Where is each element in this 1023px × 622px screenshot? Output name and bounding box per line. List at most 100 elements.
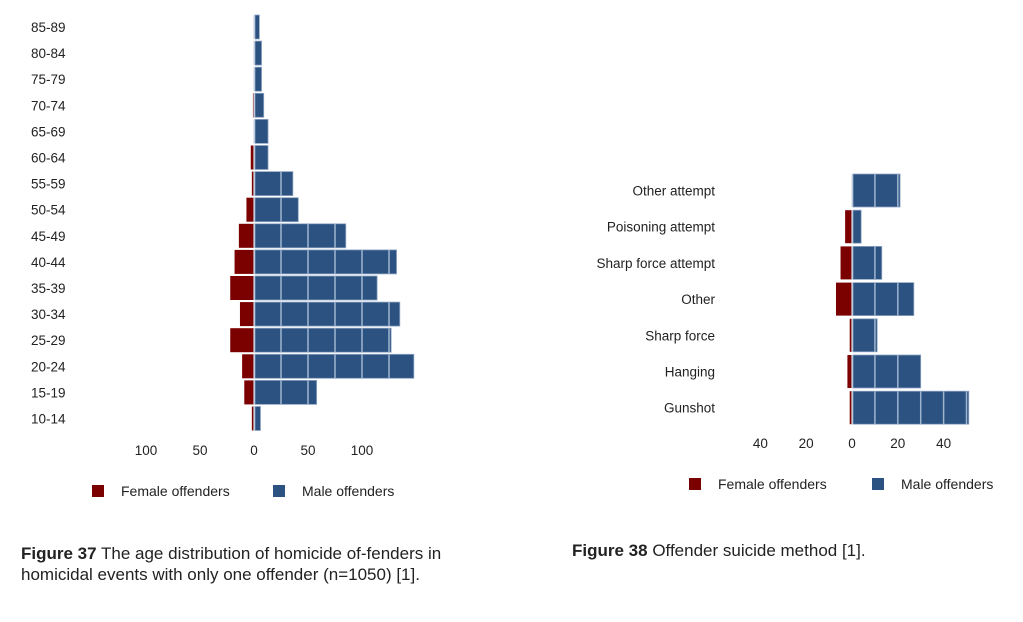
female-bar xyxy=(230,328,254,353)
x-tick-label: 0 xyxy=(848,436,856,451)
legend-female-swatch xyxy=(689,478,701,490)
category-label: 20-24 xyxy=(31,359,66,374)
category-label: Other xyxy=(681,292,715,307)
male-bar-outline xyxy=(852,354,922,389)
x-tick-label: 40 xyxy=(753,436,768,451)
male-bar xyxy=(255,249,397,274)
legend-male-swatch xyxy=(872,478,884,490)
legend-female-label: Female offenders xyxy=(121,483,230,499)
female-bar xyxy=(238,223,254,248)
figure-38-label: Figure 38 xyxy=(572,541,648,560)
category-label: 75-79 xyxy=(31,72,66,87)
male-bar xyxy=(255,406,261,431)
female-bar xyxy=(849,318,852,352)
category-label: 65-69 xyxy=(31,124,66,139)
category-label: Other attempt xyxy=(632,184,715,199)
male-bar-outline xyxy=(852,318,878,353)
fig37-chart: 85-89 80-84 75-79 70-74 65-69 60-64 55-59 50-54… xyxy=(31,14,415,499)
x-tick-label: 0 xyxy=(250,443,258,458)
category-label: 70-74 xyxy=(31,98,66,113)
female-bar xyxy=(250,145,254,170)
category-label: 25-29 xyxy=(31,333,66,348)
x-tick-label: 50 xyxy=(300,443,315,458)
male-bar xyxy=(255,197,299,222)
x-tick-label: 40 xyxy=(936,436,951,451)
category-label: Poisoning attempt xyxy=(607,220,715,235)
legend-female-label: Female offenders xyxy=(718,476,827,492)
male-bar xyxy=(255,171,293,196)
category-label: 40-44 xyxy=(31,255,66,270)
female-bar xyxy=(840,246,852,280)
male-bar-outline xyxy=(254,171,294,197)
male-bar-outline xyxy=(852,173,901,208)
category-label: 35-39 xyxy=(31,281,66,296)
male-bar xyxy=(255,302,400,327)
male-bar-outline xyxy=(254,66,262,92)
legend-female-swatch xyxy=(92,485,104,497)
female-bar xyxy=(230,276,254,300)
category-label: 55-59 xyxy=(31,177,66,192)
male-bar xyxy=(853,246,882,280)
male-bar xyxy=(853,318,878,352)
category-label: 50-54 xyxy=(31,203,66,218)
figure-37-label: Figure 37 xyxy=(21,544,97,563)
male-bar-outline xyxy=(852,245,883,280)
male-bar-outline xyxy=(254,223,347,249)
male-bar xyxy=(853,282,914,316)
male-bar xyxy=(255,328,392,353)
x-tick-label: 50 xyxy=(192,443,207,458)
male-bar-outline xyxy=(254,249,397,275)
male-bar xyxy=(255,223,346,248)
male-bar-outline xyxy=(254,197,299,223)
male-bar-outline xyxy=(254,406,261,431)
x-tick-label: 100 xyxy=(135,443,158,458)
category-label: 85-89 xyxy=(31,20,66,35)
male-bar-outline xyxy=(254,353,415,379)
x-tick-label: 20 xyxy=(799,436,814,451)
female-bar xyxy=(234,249,254,274)
male-bar xyxy=(853,174,901,207)
category-label: 10-14 xyxy=(31,412,66,427)
male-bar-outline xyxy=(254,275,378,301)
x-tick-label: 20 xyxy=(890,436,905,451)
female-bar xyxy=(251,171,254,196)
male-bar-outline xyxy=(852,390,970,425)
male-bar-outline xyxy=(852,209,862,244)
x-tick-label: 100 xyxy=(351,443,374,458)
male-bar xyxy=(255,41,262,66)
figure-38-caption: Figure 38 Offender suicide method [1]. xyxy=(572,540,1012,561)
female-bar xyxy=(244,380,254,405)
male-bar-outline xyxy=(254,327,392,353)
female-bar xyxy=(239,302,254,327)
male-bar xyxy=(255,93,264,118)
category-label: Gunshot xyxy=(664,401,715,416)
male-bar xyxy=(255,276,378,300)
male-bar-outline xyxy=(254,14,260,40)
female-bar xyxy=(847,355,852,388)
figure-37-caption: Figure 37 The age distribution of homici… xyxy=(21,543,461,585)
male-bar xyxy=(853,355,921,388)
female-bar xyxy=(251,406,254,431)
male-bar-outline xyxy=(852,282,915,317)
female-bar xyxy=(845,210,852,244)
legend-male-label: Male offenders xyxy=(901,476,993,492)
male-bar-outline xyxy=(254,301,401,327)
category-label: Sharp force attempt xyxy=(596,256,715,271)
category-label: 30-34 xyxy=(31,307,66,322)
male-bar-outline xyxy=(254,379,318,405)
legend-male-swatch xyxy=(273,485,285,497)
category-label: 60-64 xyxy=(31,151,66,166)
male-bar-outline xyxy=(254,145,269,170)
female-bar xyxy=(242,354,254,379)
category-label: Sharp force xyxy=(645,328,715,343)
male-bar xyxy=(853,210,862,244)
female-bar xyxy=(246,197,254,222)
fig38-chart: Other attempt Poisoning attempt Sharp forc… xyxy=(596,173,993,492)
male-bar-outline xyxy=(254,40,262,66)
category-label: 15-19 xyxy=(31,385,66,400)
figure-38-text: Offender suicide method [1]. xyxy=(647,541,866,560)
female-bar xyxy=(835,282,852,316)
category-label: Hanging xyxy=(665,365,715,380)
category-label: 45-49 xyxy=(31,229,66,244)
